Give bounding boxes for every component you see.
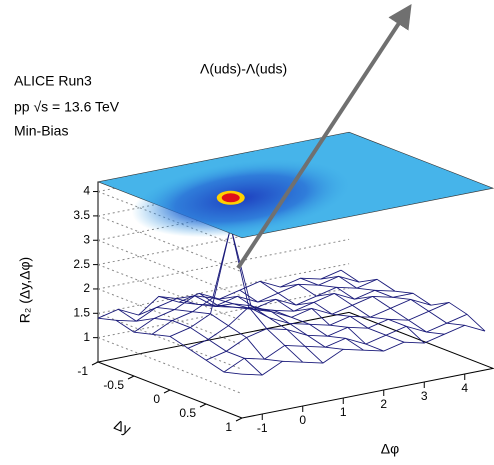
grid-line [97, 191, 243, 249]
z-tick-label: 2 [83, 281, 90, 295]
z-tick-label: 3 [83, 232, 90, 246]
color-plane [96, 131, 494, 239]
grid-line [97, 215, 243, 273]
y-tick-label: 1 [225, 420, 232, 434]
mesh-line [223, 313, 468, 373]
z-axis-title: R₂ (Δy,Δφ) [17, 257, 33, 323]
mesh-line [259, 280, 405, 343]
annotation: ALICE Run3 [14, 73, 92, 89]
mesh-line [97, 269, 342, 319]
mesh-line [280, 283, 425, 344]
arrow [236, 3, 412, 270]
mesh-line [138, 306, 283, 362]
axis-line [241, 311, 494, 419]
mesh-line [239, 289, 384, 352]
y-tick-label: 0.5 [179, 406, 196, 420]
grid-line [97, 238, 350, 290]
x-tick-label: -1 [257, 421, 268, 435]
y-tick-label: 0 [153, 392, 160, 406]
x-tick-label: 1 [340, 405, 347, 419]
mesh-line [320, 275, 465, 326]
z-tick-label: 3.5 [73, 208, 90, 222]
grid-line [97, 312, 243, 370]
mesh-line [340, 269, 486, 332]
mesh-line [178, 301, 324, 364]
mesh-line [118, 308, 263, 376]
x-tick-label: 3 [421, 389, 428, 403]
mesh-line [133, 278, 378, 333]
grid-line [97, 337, 243, 395]
y-tick [199, 403, 207, 408]
mesh-line [219, 295, 364, 351]
x-tick-label: 2 [380, 397, 387, 411]
y-tick [127, 375, 135, 380]
z-tick-label: 4 [83, 184, 90, 198]
annotation: Λ(uds)-Λ(uds) [200, 61, 287, 77]
y-tick [235, 417, 243, 422]
surface [97, 226, 486, 376]
annotation: Min-Bias [14, 123, 68, 139]
x-axis-title: Δφ [381, 441, 399, 457]
y-tick-label: -0.5 [103, 378, 124, 392]
grid-line [97, 239, 243, 297]
annotation: pp √s = 13.6 TeV [14, 99, 120, 115]
x-tick-label: 4 [461, 381, 468, 395]
x-tick-label: 0 [299, 413, 306, 427]
grid-line [97, 264, 243, 322]
y-tick [163, 389, 171, 394]
z-tick-label: 2.5 [73, 257, 90, 271]
y-tick [91, 361, 99, 366]
grid-line [97, 287, 350, 339]
y-axis-title: Δy [112, 416, 133, 437]
mesh-line [199, 292, 344, 350]
z-tick-label: 1.5 [73, 305, 90, 319]
grid-line [97, 288, 243, 346]
heat-region [221, 193, 240, 203]
mesh-line [300, 277, 445, 335]
y-tick-label: -1 [77, 364, 88, 378]
z-tick-label: 1 [83, 330, 90, 344]
axes: 1 1.5 2 2.5 3 3.5 4 -1 -0.5 0 0.5 1 -1 0 1 2 3 4 [73, 141, 494, 435]
mesh-line [97, 317, 243, 375]
